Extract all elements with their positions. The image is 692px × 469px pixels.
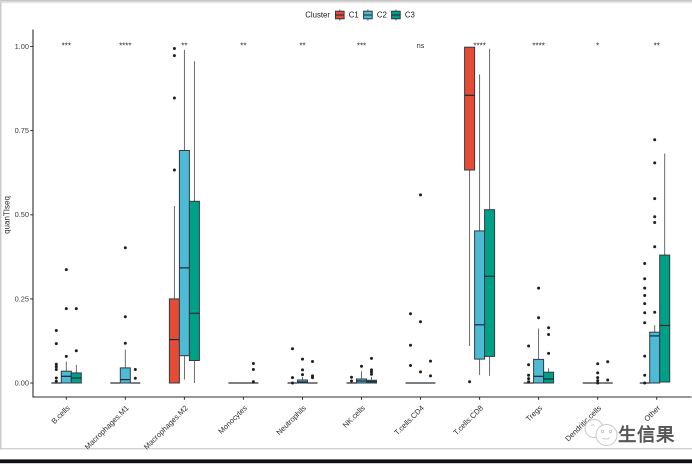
svg-text:**: ** [240, 42, 246, 51]
svg-text:****: **** [119, 42, 131, 51]
svg-text:0.25: 0.25 [15, 294, 29, 303]
svg-text:C2: C2 [377, 11, 387, 20]
svg-text:**: ** [181, 42, 187, 51]
svg-text:C3: C3 [405, 11, 415, 20]
svg-text:0.00: 0.00 [15, 378, 29, 387]
svg-text:****: **** [473, 42, 485, 51]
svg-text:C1: C1 [349, 11, 359, 20]
svg-text:ns: ns [417, 41, 425, 50]
svg-text:0.50: 0.50 [15, 210, 29, 219]
svg-text:**: ** [654, 42, 660, 51]
svg-text:****: **** [532, 42, 544, 51]
svg-text:生信果: 生信果 [618, 424, 675, 445]
svg-text:Cluster: Cluster [305, 11, 330, 20]
svg-text:***: *** [357, 42, 366, 51]
svg-text:***: *** [62, 42, 71, 51]
svg-text:0.75: 0.75 [15, 126, 29, 135]
svg-text:quanTIseq: quanTIseq [3, 196, 12, 234]
svg-text:*: * [596, 42, 599, 51]
svg-text:1.00: 1.00 [15, 42, 29, 51]
svg-text:**: ** [299, 42, 305, 51]
